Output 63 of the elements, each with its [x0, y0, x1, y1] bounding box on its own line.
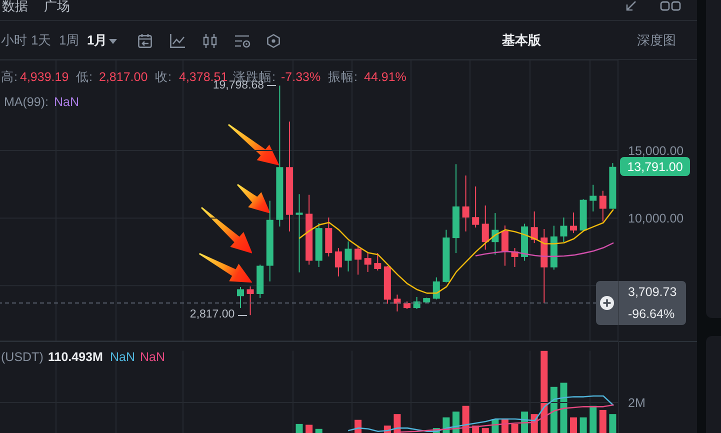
text: -96.64%: [628, 306, 675, 322]
text: MA(99):: [4, 94, 48, 110]
candlestick: [296, 194, 303, 273]
text: 1月: [87, 32, 108, 48]
text: 广场: [44, 0, 70, 14]
candlestick: [364, 252, 372, 272]
text: (USDT): [1, 350, 44, 364]
annotation: 振幅:: [328, 70, 358, 84]
candlestick: [570, 212, 578, 234]
ref-line-label: 3,709.73: [628, 284, 677, 300]
annotation: 44.91%: [364, 70, 406, 84]
annotation: -7.33%: [281, 70, 321, 84]
text: 深度图: [637, 32, 676, 48]
bar: [315, 428, 322, 433]
bar: [296, 424, 303, 433]
bar: [550, 386, 558, 433]
y-tick-label: 10,000.00: [628, 211, 684, 226]
text: 收:: [155, 70, 172, 84]
candlestick: [560, 217, 568, 243]
candlestick: [590, 184, 597, 212]
candlestick: [462, 175, 470, 232]
candlestick: [374, 252, 382, 271]
text: 1天: [31, 32, 52, 48]
candlestick: [413, 296, 420, 310]
bar: [394, 414, 401, 433]
bar: [570, 417, 578, 433]
text: 数据: [2, 0, 28, 14]
text: 13,791.00: [627, 160, 683, 174]
bar: [511, 424, 518, 433]
candlestick: [599, 190, 606, 222]
y-tick-label: 15,000.00: [628, 144, 684, 158]
text: 110.493M: [48, 350, 103, 364]
text: 基本版: [502, 32, 541, 48]
candlestick: [354, 244, 362, 276]
bar: [482, 428, 489, 433]
bar: [560, 382, 568, 433]
candlestick: [472, 186, 480, 228]
candlestick: [246, 286, 254, 316]
text: NaN: [54, 94, 80, 110]
ref-line-label: 2M: [628, 395, 646, 410]
text: 4,378.51: [179, 70, 228, 84]
candlestick: [237, 286, 244, 309]
bar: [580, 417, 587, 433]
candlestick: [344, 240, 352, 272]
text: 低:: [76, 70, 92, 84]
candlestick: [482, 205, 489, 250]
text: 小时: [1, 32, 27, 48]
candlestick: [432, 276, 440, 300]
candlestick: [334, 248, 342, 277]
candlestick: [501, 224, 508, 266]
bar: [609, 414, 616, 433]
text: 1周: [59, 32, 80, 48]
text: NaN: [140, 350, 166, 364]
bar: [306, 424, 313, 433]
candlestick: [530, 210, 538, 244]
text: 高:: [1, 70, 18, 84]
text: 2,817.00: [190, 308, 235, 322]
text: 4,939.19: [20, 70, 69, 84]
bar: [599, 410, 606, 433]
bar: [540, 350, 548, 433]
bar: [590, 406, 597, 433]
text: NaN: [110, 350, 136, 364]
text: 2,817.00: [99, 70, 148, 84]
